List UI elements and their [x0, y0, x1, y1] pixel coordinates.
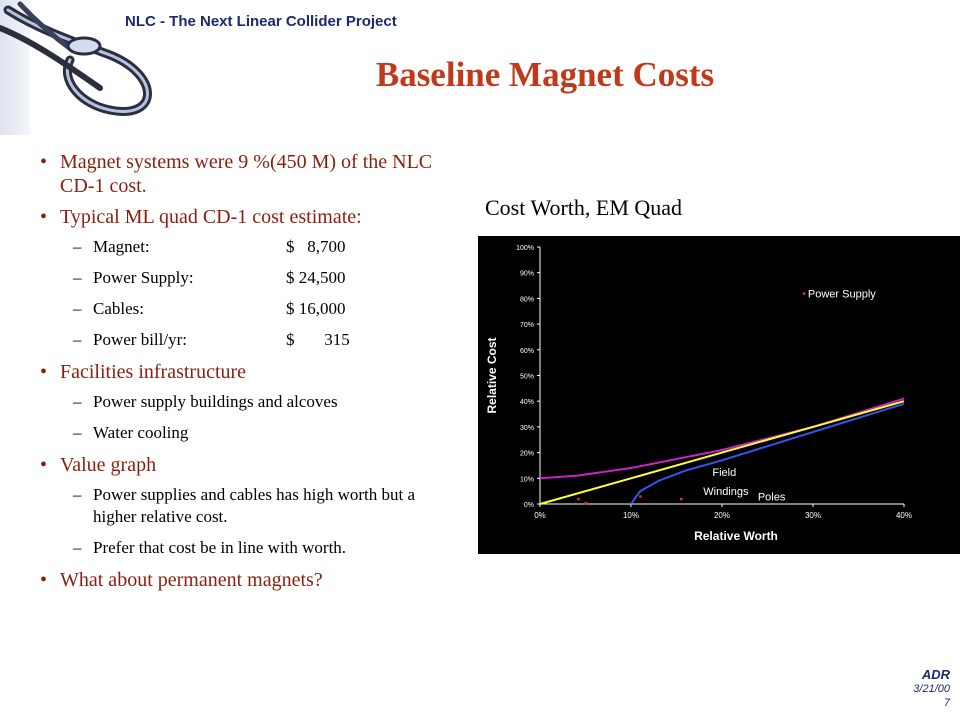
y-tick-label: 70%: [520, 322, 534, 329]
sub-item: – Water cooling: [73, 423, 189, 442]
x-axis-label: Relative Worth: [694, 529, 778, 543]
y-tick-label: 0%: [524, 502, 534, 509]
annotation-label: Power Supply: [808, 288, 876, 300]
annotation-label: Poles: [758, 491, 786, 503]
y-tick-label: 10%: [520, 476, 534, 483]
y-tick-label: 20%: [520, 451, 534, 458]
y-tick-label: 50%: [520, 374, 534, 381]
bullet-item: • Magnet systems were 9 %(450 M) of the N…: [40, 151, 433, 197]
x-tick-label: 40%: [896, 511, 912, 520]
x-tick-label: 0%: [534, 511, 546, 520]
y-tick-label: 60%: [520, 348, 534, 355]
data-marker: [584, 501, 587, 505]
sub-item: – Power supply buildings and alcoves: [73, 392, 338, 411]
page-title: Baseline Magnet Costs: [375, 55, 715, 94]
cost-worth-chart: 0% 10% 20% 30% 40% 50% 60% 70% 80% 90% 100% 0% 10% 20…: [478, 236, 960, 554]
sub-item: – Magnet: $ 8,700: [73, 237, 346, 256]
y-tick-label: 90%: [520, 271, 534, 278]
y-tick-label: 30%: [520, 425, 534, 432]
data-marker: [680, 497, 683, 501]
bullet-item: • Typical ML quad CD-1 cost estimate:: [40, 206, 362, 228]
annotation-label: Field: [712, 467, 736, 479]
y-tick-label: 100%: [516, 245, 534, 252]
x-tick-label: 20%: [714, 511, 730, 520]
series-line-1: [539, 400, 905, 505]
data-marker: [577, 497, 580, 501]
chart-caption: Cost Worth, EM Quad: [485, 195, 683, 220]
footer-author: ADR: [921, 667, 950, 682]
sub-item: – Power supplies and cables has high wort…: [73, 485, 415, 526]
footer-page-number: 7: [943, 697, 950, 709]
annotation-label: Windings: [703, 486, 749, 498]
footer-date: 3/21/00: [913, 683, 950, 695]
chart-canvas: 0% 10% 20% 30% 40% 50% 60% 70% 80% 90% 100% 0% 10% 20…: [478, 236, 960, 554]
data-marker: [639, 495, 642, 498]
series-line-2: [630, 402, 905, 505]
project-title: NLC - The Next Linear Collider Project: [125, 13, 397, 30]
x-tick-label: 30%: [805, 511, 821, 520]
data-marker: [802, 292, 806, 295]
nlc-logo-icon: [0, 1, 152, 116]
bullet-list: • Magnet systems were 9 %(450 M) of the N…: [38, 150, 458, 599]
sub-item: – Cables: $ 16,000: [73, 299, 346, 318]
sub-item: – Power Supply: $ 24,500: [73, 268, 346, 287]
y-tick-label: 40%: [520, 399, 534, 406]
sub-item: – Prefer that cost be in line with worth.: [73, 538, 347, 557]
bullet-item: • Facilities infrastructure: [40, 361, 247, 383]
y-axis-label: Relative Cost: [485, 337, 499, 413]
bullet-item: • Value graph: [40, 454, 157, 476]
x-tick-label: 10%: [623, 511, 639, 520]
bullet-item: • What about permanent magnets?: [40, 569, 323, 591]
y-tick-label: 80%: [520, 296, 534, 303]
sub-item: – Power bill/yr: $ 315: [73, 330, 350, 349]
chart-background: [478, 236, 960, 554]
